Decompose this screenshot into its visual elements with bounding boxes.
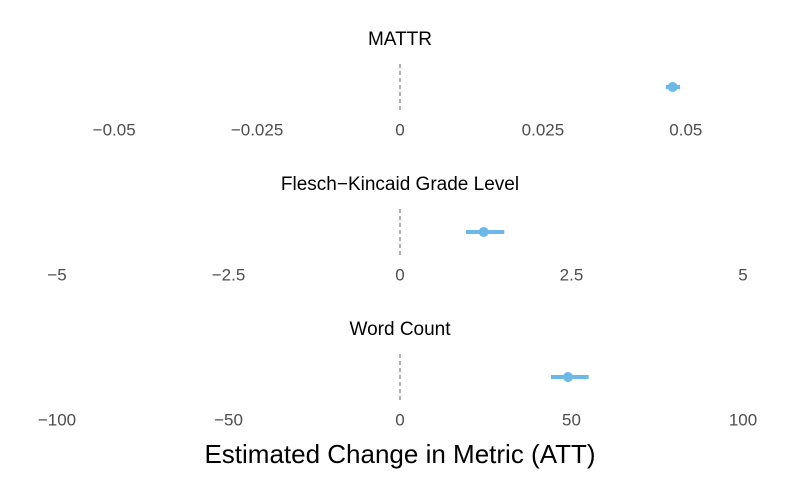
x-tick-label: 0.05 [669,120,702,139]
x-tick-label: 0 [395,265,404,284]
panel-title: Flesch−Kincaid Grade Level [281,174,519,195]
x-tick-label: 0 [395,410,404,429]
x-tick-label: 0.025 [522,120,565,139]
x-tick-label: −0.025 [231,120,283,139]
x-axis-label: Estimated Change in Metric (ATT) [204,439,595,469]
x-tick-label: −0.05 [93,120,136,139]
x-tick-label: 0 [395,120,404,139]
x-tick-label: 2.5 [560,265,584,284]
x-tick-label: −2.5 [212,265,246,284]
panel-title: MATTR [368,29,432,50]
x-tick-label: −5 [47,265,66,284]
point-estimate [667,82,678,92]
x-tick-label: 50 [562,410,581,429]
x-tick-label: 100 [729,410,757,429]
point-estimate [563,372,574,382]
x-tick-label: 5 [738,265,747,284]
point-estimate [478,227,489,237]
x-tick-label: −50 [214,410,243,429]
panel-title: Word Count [349,319,451,340]
x-tick-label: −100 [38,410,76,429]
